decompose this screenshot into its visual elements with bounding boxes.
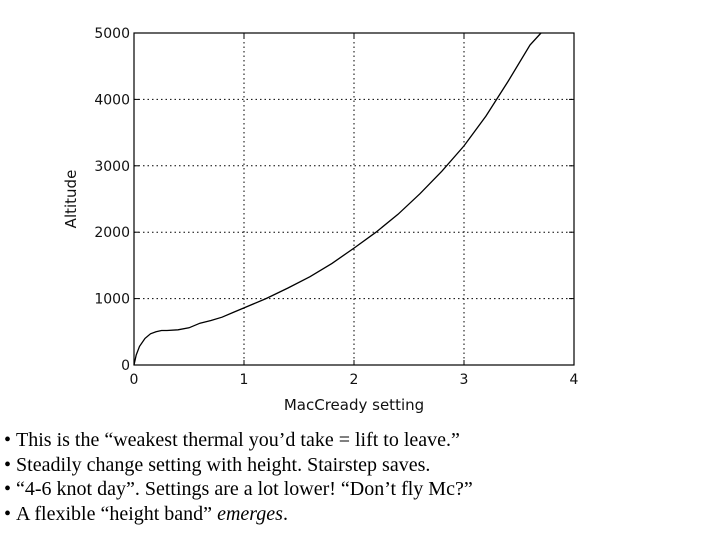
grid [134,33,574,365]
y-tick-label: 2000 [94,225,130,241]
y-tick-label: 4000 [94,92,130,108]
bullet-item: “4-6 knot day”. Settings are a lot lower… [4,477,473,502]
y-tick-label: 3000 [94,159,130,175]
x-tick-label: 0 [130,372,139,388]
bullet-item: This is the “weakest thermal you’d take … [4,428,473,453]
x-tick-label: 4 [570,372,579,388]
x-tick-labels: 0 1 2 3 4 [130,372,579,388]
ticks [133,32,575,366]
bullet-text-end: . [282,502,288,525]
y-tick-label: 0 [121,358,130,374]
x-tick-label: 1 [240,372,249,388]
bullet-item: Steadily change setting with height. Sta… [4,453,473,478]
x-tick-label: 2 [350,372,359,388]
emphasis-text: emerges [217,502,283,525]
y-tick-labels: 0 1000 2000 3000 4000 5000 [94,26,130,374]
bullet-text: A flexible “height band” [16,502,218,525]
bullet-item: A flexible “height band” emerges. [4,502,473,527]
y-tick-label: 1000 [94,292,130,308]
series-line-altitude [133,32,542,366]
y-tick-label: 5000 [94,26,130,42]
y-axis-label: Altitude [62,170,80,229]
x-tick-label: 3 [460,372,469,388]
altitude-vs-maccready-chart: 0 1 2 3 4 0 1000 2000 3000 4000 5000 MacCready se… [62,26,579,414]
x-axis-label: MacCready setting [284,396,424,414]
bullet-list: This is the “weakest thermal you’d take … [4,428,473,526]
